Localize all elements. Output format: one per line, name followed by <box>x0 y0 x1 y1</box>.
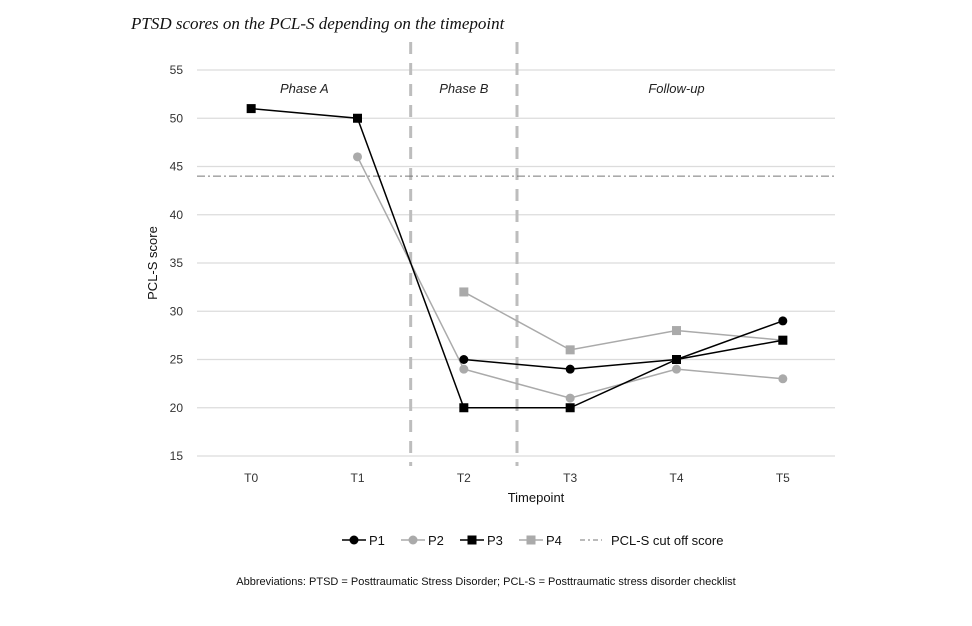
data-point-p4 <box>459 287 469 297</box>
data-point-p2 <box>672 364 681 374</box>
legend-label: PCL-S cut off score <box>611 533 723 548</box>
phase-label: Follow-up <box>648 81 704 96</box>
data-point-p1 <box>565 364 575 374</box>
phase-label: Phase A <box>280 81 329 96</box>
data-point-p1 <box>778 316 788 326</box>
data-point-p3 <box>246 104 256 114</box>
data-point-p2 <box>778 374 788 384</box>
data-point-p3 <box>459 403 469 413</box>
y-tick-label: 20 <box>170 401 184 415</box>
series-line-p4 <box>463 291 783 351</box>
legend-label: P4 <box>546 533 562 548</box>
legend-marker <box>408 535 418 545</box>
data-point-p1 <box>459 355 469 364</box>
abbreviations-note: Abbreviations: PTSD = Posttraumatic Stre… <box>236 576 736 588</box>
data-point-p3 <box>778 335 788 345</box>
data-point-p4 <box>672 326 681 336</box>
y-tick-label: 50 <box>170 111 184 125</box>
legend-marker <box>349 535 359 545</box>
x-tick-label: T0 <box>244 471 258 485</box>
data-point-p2 <box>565 393 575 403</box>
data-point-p3 <box>672 355 681 364</box>
series-line-p3 <box>251 107 783 409</box>
figure-title: PTSD scores on the PCL-S depending on th… <box>131 14 505 33</box>
legend-label: P3 <box>487 533 503 548</box>
data-point-p2 <box>459 364 469 374</box>
data-point-p4 <box>565 345 575 355</box>
data-point-p2 <box>353 152 362 162</box>
y-tick-label: 25 <box>170 353 184 367</box>
legend-marker <box>467 535 477 545</box>
x-tick-label: T5 <box>776 471 790 485</box>
x-tick-label: T2 <box>457 471 471 485</box>
y-tick-label: 40 <box>170 208 184 222</box>
y-tick-label: 35 <box>170 256 184 270</box>
x-axis-title: Timepoint <box>508 490 565 505</box>
y-tick-label: 30 <box>170 304 184 318</box>
series-line-p2 <box>356 156 783 399</box>
y-tick-label: 45 <box>170 160 184 174</box>
y-tick-label: 55 <box>170 63 184 77</box>
x-tick-label: T4 <box>669 471 683 485</box>
data-point-p3 <box>565 403 575 413</box>
legend-marker <box>526 535 536 545</box>
data-point-p3 <box>353 113 362 123</box>
series-line-p1 <box>463 320 784 370</box>
legend-label: P2 <box>428 533 444 548</box>
y-axis-title: PCL-S score <box>145 226 160 300</box>
phase-label: Phase B <box>439 81 488 96</box>
legend-label: P1 <box>369 533 385 548</box>
y-tick-label: 15 <box>170 449 184 463</box>
x-tick-label: T1 <box>350 471 364 485</box>
x-tick-label: T3 <box>563 471 577 485</box>
